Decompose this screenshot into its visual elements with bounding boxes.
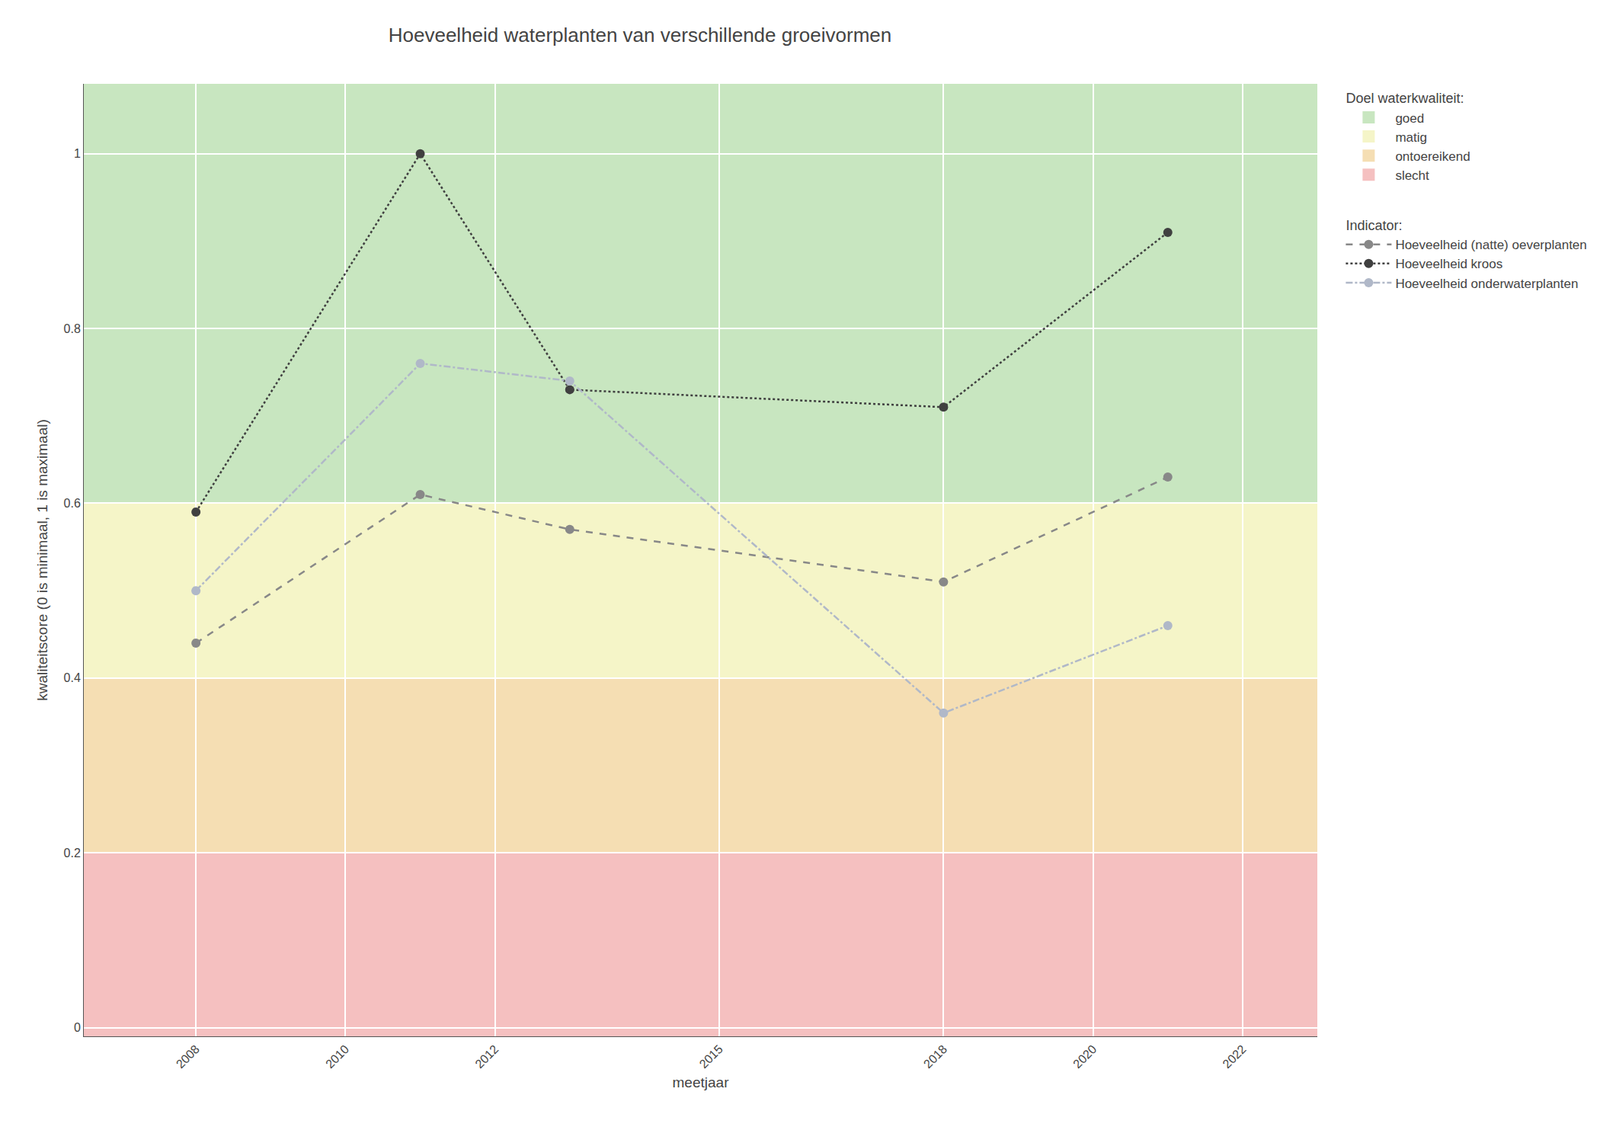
svg-text:Hoeveelheid waterplanten van v: Hoeveelheid waterplanten van verschillen…	[388, 23, 893, 47]
svg-text:Hoeveelheid kroos: Hoeveelheid kroos	[1395, 256, 1503, 272]
svg-text:Hoeveelheid (natte) oeverplant: Hoeveelheid (natte) oeverplanten	[1395, 237, 1587, 253]
svg-text:2022: 2022	[1219, 1042, 1248, 1071]
svg-text:2015: 2015	[697, 1042, 726, 1071]
svg-text:2020: 2020	[1070, 1042, 1099, 1071]
svg-text:2008: 2008	[173, 1042, 202, 1071]
svg-text:Hoeveelheid onderwaterplanten: Hoeveelheid onderwaterplanten	[1395, 276, 1578, 292]
svg-text:0.4: 0.4	[64, 671, 81, 685]
svg-text:1: 1	[73, 147, 81, 160]
svg-text:kwaliteitscore (0 is minimaal,: kwaliteitscore (0 is minimaal, 1 is maxi…	[34, 419, 51, 701]
svg-text:2018: 2018	[921, 1042, 950, 1071]
svg-text:2012: 2012	[472, 1042, 501, 1071]
svg-text:0: 0	[73, 1020, 81, 1034]
svg-text:Indicator:: Indicator:	[1345, 217, 1402, 234]
svg-text:0.6: 0.6	[64, 496, 81, 510]
svg-text:meetjaar: meetjaar	[672, 1074, 730, 1091]
svg-text:Doel waterkwaliteit:: Doel waterkwaliteit:	[1345, 90, 1464, 106]
svg-text:slecht: slecht	[1395, 168, 1430, 183]
svg-text:0.2: 0.2	[64, 846, 81, 860]
svg-text:goed: goed	[1395, 111, 1424, 126]
svg-text:matig: matig	[1395, 130, 1428, 145]
svg-text:ontoereikend: ontoereikend	[1395, 149, 1470, 164]
svg-text:0.8: 0.8	[64, 322, 81, 336]
svg-text:2010: 2010	[323, 1042, 352, 1071]
